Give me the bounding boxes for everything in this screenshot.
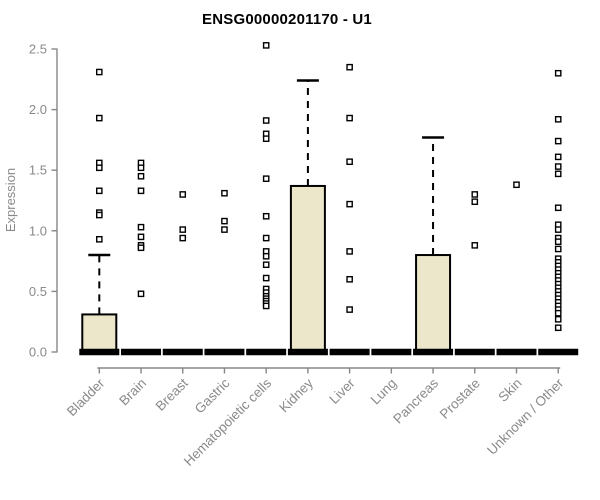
outlier-point bbox=[262, 261, 270, 269]
median-bar bbox=[287, 348, 328, 356]
outlier-point bbox=[221, 189, 228, 197]
outlier-point bbox=[262, 135, 270, 142]
y-tick-label: 0.0 bbox=[29, 345, 47, 360]
outlier-point bbox=[471, 242, 479, 249]
outlier-point bbox=[554, 137, 562, 145]
outlier-point bbox=[262, 212, 270, 220]
x-tick-label: Prostate bbox=[437, 376, 483, 422]
median-bar bbox=[246, 348, 287, 356]
outlier-point bbox=[554, 115, 562, 123]
outlier-point bbox=[179, 226, 187, 233]
chart-title: ENSG00000201170 - U1 bbox=[202, 11, 372, 28]
y-axis-title: Expression bbox=[3, 168, 18, 232]
outlier-point bbox=[346, 248, 353, 255]
outlier-point bbox=[554, 204, 562, 212]
outlier-point bbox=[262, 42, 270, 49]
x-tick-label: Pancreas bbox=[390, 375, 441, 426]
outlier-point bbox=[346, 63, 353, 71]
median-bar bbox=[79, 348, 120, 356]
outlier-point bbox=[346, 306, 353, 313]
outlier-point bbox=[262, 274, 270, 282]
outlier-point bbox=[137, 244, 145, 252]
outlier-point bbox=[137, 187, 145, 195]
x-tick-label: Gastric bbox=[192, 375, 233, 416]
outlier-point bbox=[471, 198, 479, 206]
x-tick-label: Brain bbox=[116, 376, 149, 409]
x-tick-label: Unknown / Other bbox=[484, 375, 567, 458]
x-tick-label: Liver bbox=[326, 375, 358, 407]
median-bar bbox=[162, 348, 203, 356]
outlier-point bbox=[346, 158, 353, 166]
outlier-point bbox=[137, 223, 145, 231]
outlier-point bbox=[137, 233, 145, 241]
outlier-point bbox=[554, 153, 562, 161]
y-tick-label: 1.0 bbox=[29, 223, 47, 238]
outlier-point bbox=[137, 290, 145, 298]
outlier-point bbox=[95, 235, 103, 243]
outlier-point bbox=[554, 309, 562, 317]
median-bar bbox=[538, 348, 579, 356]
outlier-point bbox=[513, 181, 520, 189]
median-bar bbox=[371, 348, 412, 356]
y-tick-label: 1.5 bbox=[29, 163, 47, 178]
outlier-point bbox=[554, 69, 562, 77]
outlier-point bbox=[137, 164, 145, 172]
x-tick-label: Lung bbox=[368, 376, 400, 408]
outlier-point bbox=[554, 324, 562, 332]
outlier-point bbox=[554, 170, 562, 178]
outlier-point bbox=[262, 252, 270, 260]
x-tick-label: Kidney bbox=[276, 375, 316, 415]
x-tick-label: Skin bbox=[495, 376, 524, 405]
median-bar bbox=[204, 348, 245, 356]
median-bar bbox=[413, 348, 454, 356]
outlier-point bbox=[262, 234, 270, 242]
outlier-point bbox=[221, 226, 228, 233]
outlier-point bbox=[95, 187, 103, 195]
outlier-point bbox=[95, 114, 103, 122]
x-tick-label: Breast bbox=[153, 375, 191, 413]
box-rect bbox=[81, 313, 118, 354]
outlier-point bbox=[554, 226, 562, 233]
y-tick-label: 2.5 bbox=[29, 42, 47, 57]
outlier-point bbox=[262, 175, 270, 182]
median-bar bbox=[121, 348, 162, 356]
outlier-point bbox=[137, 172, 145, 180]
outlier-point bbox=[554, 163, 562, 170]
outlier-point bbox=[346, 114, 353, 122]
outlier-point bbox=[262, 302, 270, 310]
outlier-point bbox=[346, 200, 353, 208]
outlier-point bbox=[262, 117, 270, 124]
y-tick-label: 2.0 bbox=[29, 102, 47, 117]
box-rect bbox=[289, 184, 326, 353]
median-bar bbox=[454, 348, 495, 356]
outlier-point bbox=[554, 315, 562, 323]
outlier-point bbox=[346, 275, 353, 283]
outlier-point bbox=[221, 217, 228, 225]
box-rect bbox=[415, 254, 452, 353]
outlier-point bbox=[95, 211, 103, 219]
outlier-point bbox=[471, 191, 479, 198]
outlier-point bbox=[95, 68, 103, 76]
median-bar bbox=[329, 348, 370, 356]
outlier-point bbox=[179, 234, 187, 242]
outlier-point bbox=[554, 245, 562, 253]
y-tick-label: 0.5 bbox=[29, 284, 47, 299]
outlier-point bbox=[95, 164, 103, 172]
outlier-point bbox=[179, 191, 187, 198]
x-tick-label: Bladder bbox=[64, 375, 108, 419]
median-bar bbox=[496, 348, 537, 356]
outlier-point bbox=[554, 238, 562, 246]
